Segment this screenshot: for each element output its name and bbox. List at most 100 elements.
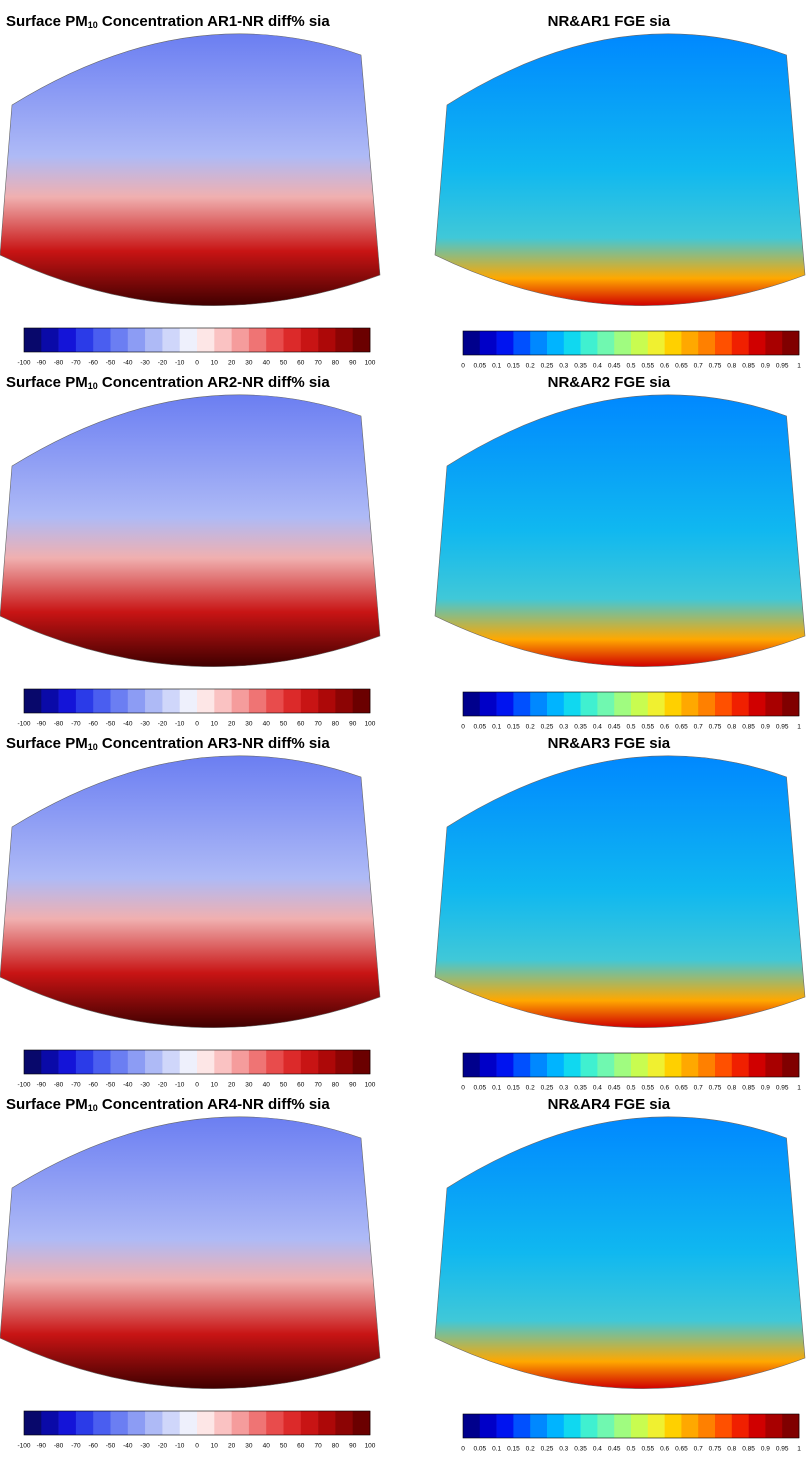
colorbar-box <box>580 692 598 716</box>
colorbar-tick-label: -10 <box>175 1082 185 1089</box>
colorbar-tick-label: 0.95 <box>776 724 789 731</box>
colorbar-tick-label: 80 <box>332 1082 340 1089</box>
colorbar-tick-label: 0.8 <box>727 1085 736 1092</box>
colorbar-tick-label: 0.9 <box>761 1446 770 1453</box>
colorbar-tick-label: 60 <box>297 360 305 367</box>
colorbar-box <box>266 689 284 713</box>
colorbar-box <box>162 1050 180 1074</box>
colorbar-box <box>335 1050 353 1074</box>
colorbar-box <box>318 1411 336 1435</box>
colorbar-tick-label: -100 <box>17 1082 30 1089</box>
colorbar-box <box>496 1414 514 1438</box>
colorbar-box <box>41 328 59 352</box>
panel: NR&AR3 FGE sia 0 0.05 0.1 0.15 0.2 0.25 0.3 0.35… <box>434 735 806 1092</box>
colorbar-tick-label: 0.4 <box>593 724 602 731</box>
map <box>0 33 381 306</box>
colorbar-tick-label: 0.7 <box>694 363 703 370</box>
colorbar-tick-label: 0 <box>461 1085 465 1092</box>
colorbar-box <box>300 689 319 713</box>
colorbar-tick-label: -80 <box>54 1082 64 1089</box>
colorbar-box <box>547 1414 565 1438</box>
colorbar-box <box>496 331 514 355</box>
colorbar-tick-label: 80 <box>332 1443 340 1450</box>
colorbar-tick-label: 20 <box>228 1082 236 1089</box>
colorbar-box <box>41 1411 59 1435</box>
colorbar-box <box>75 328 94 352</box>
colorbar-box <box>530 331 548 355</box>
colorbar-tick-label: 0.45 <box>608 1446 621 1453</box>
colorbar-box <box>547 692 565 716</box>
colorbar-frame <box>462 1052 800 1078</box>
colorbar-tick-label: 0.85 <box>742 1446 755 1453</box>
colorbar-box <box>479 331 497 355</box>
panel: NR&AR4 FGE sia 0 0.05 0.1 0.15 0.2 0.25 0.3 0.35… <box>434 1096 806 1453</box>
colorbar-tick-label: 70 <box>314 721 322 728</box>
colorbar-box <box>530 1053 548 1077</box>
colorbar-box <box>563 1053 581 1077</box>
colorbar-tick-label: 0.65 <box>675 363 688 370</box>
title-text: Surface PM <box>6 374 88 391</box>
colorbar-box <box>110 689 129 713</box>
colorbar-box <box>283 1411 302 1435</box>
colorbar-tick-label: 0.3 <box>559 1446 568 1453</box>
colorbar-tick-label: 0.65 <box>675 1085 688 1092</box>
colorbar-box <box>93 689 111 713</box>
colorbar-box <box>231 689 250 713</box>
colorbar-tick-label: 0.35 <box>574 1446 587 1453</box>
map <box>434 33 806 306</box>
colorbar-box <box>110 1050 129 1074</box>
colorbar-tick-label: -90 <box>37 1443 47 1450</box>
colorbar-box <box>731 1414 749 1438</box>
colorbar-tick-label: 0.85 <box>742 724 755 731</box>
colorbar-box <box>58 328 77 352</box>
colorbar-tick-label: -10 <box>175 721 185 728</box>
colorbar-box <box>731 1053 749 1077</box>
colorbar-box <box>782 692 800 716</box>
colorbar-box <box>664 1414 682 1438</box>
colorbar-tick-label: -20 <box>158 1443 168 1450</box>
colorbar-tick-label: 30 <box>245 360 253 367</box>
colorbar-box <box>631 1053 649 1077</box>
panel-title: Surface PM10 Concentration AR1-NR diff% … <box>6 13 330 30</box>
colorbar-box <box>513 692 531 716</box>
colorbar-tick-label: -90 <box>37 1082 47 1089</box>
panel-title: NR&AR1 FGE sia <box>548 13 671 30</box>
colorbar-tick-label: -40 <box>123 1082 133 1089</box>
colorbar-box <box>631 1414 649 1438</box>
colorbar-tick-label: 0.2 <box>526 363 535 370</box>
colorbar-box <box>352 1411 371 1435</box>
colorbar-tick-label: -60 <box>88 360 98 367</box>
colorbar-tick-label: -60 <box>88 721 98 728</box>
colorbar-box <box>765 1414 783 1438</box>
title-text: Surface PM <box>6 735 88 752</box>
colorbar-tick-label: 0.15 <box>507 724 520 731</box>
colorbar-box <box>765 692 783 716</box>
colorbar-frame <box>462 330 800 356</box>
colorbar-tick-label: -30 <box>140 1443 150 1450</box>
colorbar-tick-label: -70 <box>71 1443 81 1450</box>
colorbar-box <box>597 331 615 355</box>
colorbar-tick-label: 50 <box>280 1082 288 1089</box>
colorbar-tick-label: 0.15 <box>507 363 520 370</box>
colorbar-tick-label: 0.55 <box>641 363 654 370</box>
colorbar-box <box>698 331 716 355</box>
colorbar-tick-label: 20 <box>228 360 236 367</box>
colorbar-tick-label: -50 <box>106 1082 116 1089</box>
colorbar-tick-label: 0.6 <box>660 1446 669 1453</box>
colorbar-box <box>283 1050 302 1074</box>
colorbar-tick-label: 0.2 <box>526 1085 535 1092</box>
colorbar-box <box>93 328 111 352</box>
colorbar-tick-label: 1 <box>797 1085 801 1092</box>
colorbar-box <box>496 1053 514 1077</box>
colorbar-tick-label: 0.05 <box>473 363 486 370</box>
colorbar-tick-label: 0.05 <box>473 1446 486 1453</box>
colorbar-box <box>463 1053 481 1077</box>
colorbar-tick-label: 0.8 <box>727 363 736 370</box>
colorbar-tick-label: -70 <box>71 360 81 367</box>
colorbar-tick-label: -100 <box>17 360 30 367</box>
colorbar-box <box>58 1050 77 1074</box>
colorbar-tick-label: 0.85 <box>742 363 755 370</box>
colorbar-box <box>58 689 77 713</box>
colorbar-tick-label: 0.25 <box>541 363 554 370</box>
colorbar-box <box>145 328 163 352</box>
